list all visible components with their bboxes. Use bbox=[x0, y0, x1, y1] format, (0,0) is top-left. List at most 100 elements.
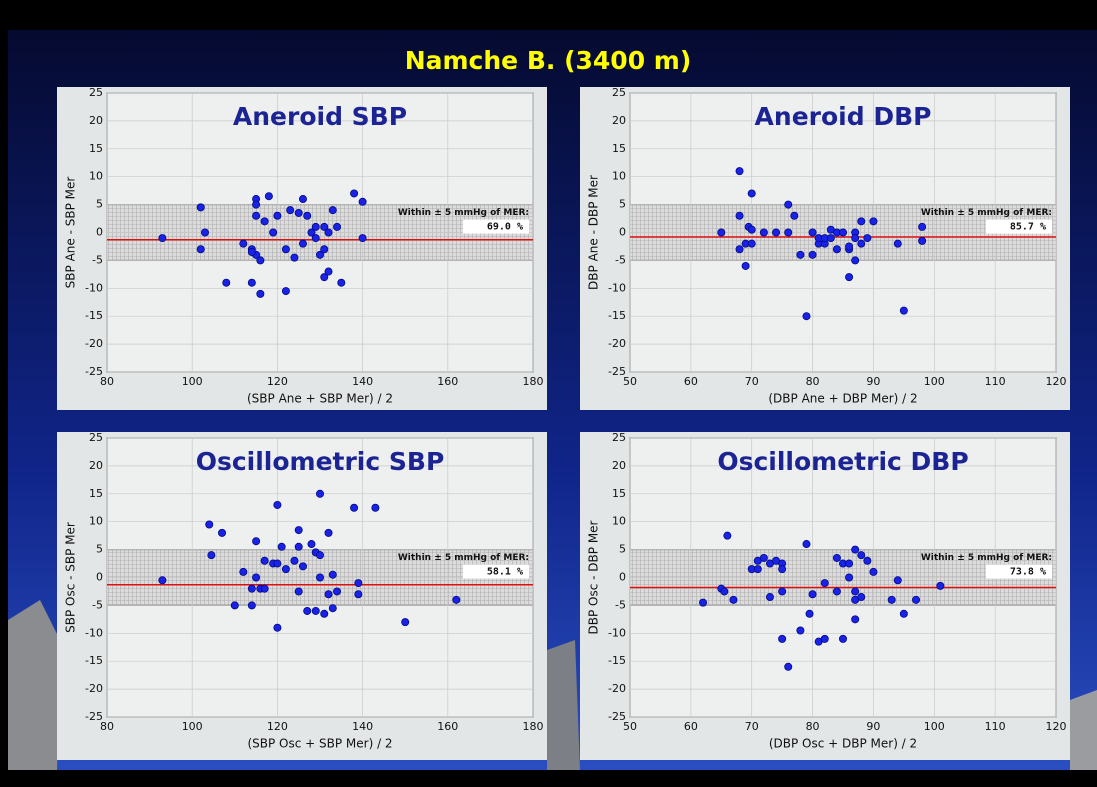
x-tick-label: 180 bbox=[523, 375, 544, 388]
point bbox=[247, 278, 256, 287]
point bbox=[735, 167, 744, 176]
x-tick-label: 120 bbox=[1046, 375, 1067, 388]
point bbox=[784, 200, 793, 209]
point bbox=[294, 542, 303, 551]
agreement-box bbox=[986, 564, 1052, 579]
point bbox=[337, 278, 346, 287]
agreement-value: 58.1 % bbox=[487, 567, 523, 578]
point bbox=[845, 273, 854, 282]
point bbox=[452, 595, 461, 604]
x-tick-label: 50 bbox=[623, 720, 637, 733]
x-tick-label: 90 bbox=[866, 375, 880, 388]
y-tick-label: 10 bbox=[89, 170, 103, 183]
point bbox=[747, 189, 756, 198]
point bbox=[256, 289, 265, 298]
point bbox=[826, 234, 835, 243]
point bbox=[324, 228, 333, 237]
agreement-value: 73.8 % bbox=[1010, 567, 1046, 578]
agreement-box bbox=[463, 219, 529, 234]
point bbox=[264, 192, 273, 201]
point bbox=[735, 245, 744, 254]
point bbox=[277, 542, 286, 551]
y-axis-label: SBP Ane - SBP Mer bbox=[64, 177, 78, 289]
point bbox=[298, 195, 307, 204]
point bbox=[252, 573, 261, 582]
point bbox=[354, 579, 363, 588]
y-axis-label: SBP Osc - SBP Mer bbox=[64, 522, 78, 633]
x-tick-label: 70 bbox=[745, 375, 759, 388]
point bbox=[286, 206, 295, 215]
point bbox=[729, 595, 738, 604]
point bbox=[273, 211, 282, 220]
y-axis-label: DBP Ane - DBP Mer bbox=[587, 175, 601, 290]
x-tick-label: 80 bbox=[100, 375, 114, 388]
x-axis-label: (SBP Osc + SBP Mer) / 2 bbox=[247, 737, 392, 751]
y-tick-label: -15 bbox=[85, 654, 103, 667]
point bbox=[358, 197, 367, 206]
x-tick-label: 100 bbox=[182, 375, 203, 388]
point bbox=[328, 604, 337, 613]
x-tick-label: 120 bbox=[267, 720, 288, 733]
y-tick-label: -20 bbox=[608, 337, 626, 350]
point bbox=[273, 500, 282, 509]
point bbox=[808, 228, 817, 237]
x-tick-label: 70 bbox=[745, 720, 759, 733]
x-tick-label: 110 bbox=[985, 375, 1006, 388]
y-tick-label: -10 bbox=[608, 281, 626, 294]
y-tick-label: 15 bbox=[89, 487, 103, 500]
point bbox=[790, 211, 799, 220]
point bbox=[805, 609, 814, 618]
x-axis-label: (DBP Osc + DBP Mer) / 2 bbox=[769, 737, 917, 751]
y-tick-label: -10 bbox=[608, 626, 626, 639]
y-tick-label: -20 bbox=[85, 337, 103, 350]
point bbox=[358, 234, 367, 243]
y-tick-label: 20 bbox=[89, 459, 103, 472]
agreement-note: Within ± 5 mmHg of MER: bbox=[921, 208, 1052, 218]
point bbox=[324, 528, 333, 537]
point bbox=[839, 634, 848, 643]
point bbox=[298, 239, 307, 248]
point bbox=[303, 211, 312, 220]
point bbox=[747, 225, 756, 234]
agreement-box bbox=[986, 219, 1052, 234]
x-tick-label: 120 bbox=[267, 375, 288, 388]
x-tick-label: 80 bbox=[100, 720, 114, 733]
x-tick-label: 100 bbox=[924, 720, 945, 733]
y-tick-label: 25 bbox=[89, 431, 103, 444]
point bbox=[832, 245, 841, 254]
chart-title: Oscillometric DBP bbox=[717, 447, 968, 476]
y-tick-label: 0 bbox=[619, 226, 626, 239]
x-tick-label: 90 bbox=[866, 720, 880, 733]
y-tick-label: -25 bbox=[85, 365, 103, 378]
point bbox=[899, 609, 908, 618]
point bbox=[298, 562, 307, 571]
y-tick-label: -25 bbox=[85, 710, 103, 723]
point bbox=[239, 239, 248, 248]
point bbox=[311, 222, 320, 231]
point bbox=[256, 256, 265, 265]
y-tick-label: 20 bbox=[612, 114, 626, 127]
point bbox=[845, 573, 854, 582]
y-tick-label: 0 bbox=[96, 571, 103, 584]
point bbox=[311, 234, 320, 243]
agreement-note: Within ± 5 mmHg of MER: bbox=[921, 553, 1052, 563]
x-tick-label: 50 bbox=[623, 375, 637, 388]
point bbox=[893, 239, 902, 248]
point bbox=[832, 587, 841, 596]
point bbox=[281, 565, 290, 574]
y-tick-label: 25 bbox=[612, 431, 626, 444]
point bbox=[247, 248, 256, 257]
x-tick-label: 100 bbox=[924, 375, 945, 388]
y-tick-label: -5 bbox=[92, 598, 103, 611]
y-tick-label: 10 bbox=[612, 515, 626, 528]
point bbox=[857, 217, 866, 226]
point bbox=[269, 228, 278, 237]
point bbox=[832, 553, 841, 562]
point bbox=[796, 626, 805, 635]
point bbox=[333, 587, 342, 596]
y-tick-label: 25 bbox=[89, 86, 103, 99]
point bbox=[239, 567, 248, 576]
point bbox=[218, 528, 227, 537]
point bbox=[735, 211, 744, 220]
